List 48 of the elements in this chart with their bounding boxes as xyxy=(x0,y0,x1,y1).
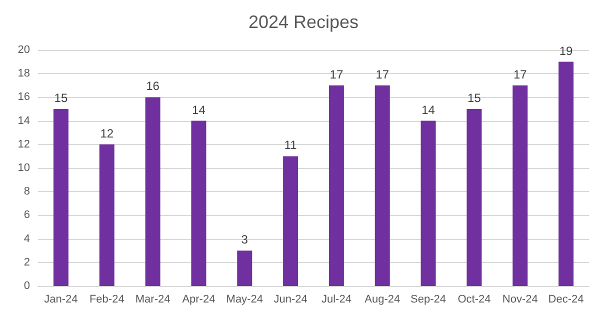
data-label: 17 xyxy=(330,67,344,82)
bar xyxy=(99,144,114,286)
x-tick-label: Nov-24 xyxy=(502,294,538,306)
x-tick-label: Jan-24 xyxy=(44,294,78,306)
y-tick-label: 0 xyxy=(24,280,30,292)
data-label: 3 xyxy=(241,232,248,247)
data-label: 12 xyxy=(100,126,114,140)
x-tick-label: Feb-24 xyxy=(89,294,124,306)
data-label: 17 xyxy=(513,67,528,82)
x-tick-label: Jun-24 xyxy=(274,294,308,306)
x-tick-label: Sep-24 xyxy=(410,294,446,306)
bar xyxy=(558,62,574,286)
data-label: 15 xyxy=(468,91,482,105)
chart-title: 2024 Recipes xyxy=(248,12,359,32)
data-label: 11 xyxy=(284,138,298,152)
x-tick-label: Mar-24 xyxy=(135,294,170,306)
y-tick-label: 18 xyxy=(18,68,30,80)
x-tick-label: Aug-24 xyxy=(364,294,400,306)
data-label: 17 xyxy=(376,67,390,82)
bar xyxy=(420,120,436,286)
data-label: 19 xyxy=(559,44,574,58)
bar xyxy=(466,109,482,286)
x-tick-label: Dec-24 xyxy=(548,294,584,306)
x-tick-label: May-24 xyxy=(226,294,263,306)
data-label: 15 xyxy=(54,91,68,105)
bar xyxy=(328,85,344,286)
x-tick-label: Apr-24 xyxy=(182,294,216,306)
y-tick-label: 2 xyxy=(24,256,30,268)
y-tick-label: 10 xyxy=(18,162,30,174)
data-label: 14 xyxy=(192,102,206,117)
bar xyxy=(374,85,390,286)
y-tick-label: 8 xyxy=(24,186,30,198)
y-tick-label: 12 xyxy=(18,138,30,150)
bar xyxy=(237,250,252,286)
bar xyxy=(191,120,206,286)
y-tick-label: 16 xyxy=(18,91,30,104)
bar xyxy=(53,109,68,286)
data-label: 14 xyxy=(422,102,436,117)
x-tick-label: Jul-24 xyxy=(321,294,352,306)
y-tick-label: 14 xyxy=(18,114,30,127)
bar xyxy=(145,97,160,286)
y-tick-label: 4 xyxy=(24,232,30,245)
y-tick-label: 6 xyxy=(24,209,30,222)
bar xyxy=(283,156,298,286)
x-tick-label: Oct-24 xyxy=(458,294,491,306)
data-label: 16 xyxy=(146,79,160,94)
bar xyxy=(512,85,528,286)
y-tick-label: 20 xyxy=(18,44,30,56)
